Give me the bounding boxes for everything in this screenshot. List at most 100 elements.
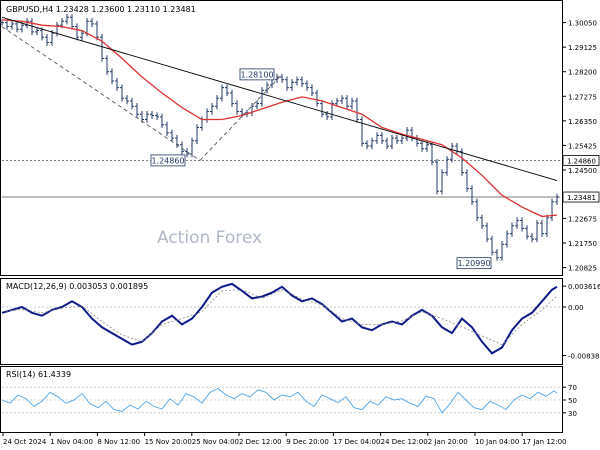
price-bar: [525, 225, 529, 240]
price-bar: [275, 73, 279, 83]
price-bar: [225, 84, 229, 97]
price-bar: [515, 217, 519, 229]
x-tick-label: 9 Dec 20:00: [286, 438, 329, 446]
price-bar: [465, 169, 469, 192]
price-bar: [25, 18, 29, 29]
price-bar: [150, 111, 154, 119]
price-bar: [480, 214, 484, 229]
price-bar: [230, 89, 234, 107]
price-bar: [425, 141, 429, 152]
price-bar: [285, 76, 289, 91]
price-bar: [380, 132, 384, 144]
macd-series-0: [1, 282, 558, 355]
price-bar: [45, 34, 49, 46]
price-bar: [545, 214, 549, 237]
price-bar: [360, 116, 364, 147]
price-bar: [95, 20, 99, 41]
x-tick-label: 24 Dec 12:00: [381, 438, 428, 446]
price-bar: [305, 80, 309, 91]
price-bar: [445, 156, 449, 176]
price-series-dashed-trendline-4: [199, 74, 283, 161]
price-bar: [375, 132, 379, 144]
price-bar: [385, 137, 389, 150]
price-bar: [485, 222, 489, 243]
x-tick-label: 2 Jan 20:00: [428, 438, 468, 446]
price-bar: [400, 134, 404, 144]
x-tick-label: 1 Nov 04:00: [50, 438, 93, 446]
price-annotation-box: [150, 154, 186, 167]
x-tick-label: 17 Dec 04:00: [333, 438, 380, 446]
macd-panel-frame: [0, 278, 563, 365]
macd-panel-title: MACD(12,26,9) 0.003053 0.001895: [6, 282, 148, 291]
price-bar: [195, 124, 199, 144]
price-bar: [210, 103, 214, 115]
price-annotation-label: 1.24860: [151, 156, 184, 165]
price-bar: [295, 76, 299, 86]
price-bar: [530, 233, 534, 243]
price-bar: [235, 100, 239, 115]
price-bar: [290, 79, 294, 91]
watermark: Action Forex: [157, 228, 262, 248]
price-annotation-box: [239, 68, 275, 81]
price-bar: [420, 140, 424, 152]
price-bar: [120, 84, 124, 102]
price-y-tick-label: 1.27275: [568, 93, 597, 101]
price-series-dashed-trendline-3: [1, 26, 201, 161]
price-bar: [10, 20, 14, 30]
price-bar: [50, 30, 54, 46]
macd-series-1: [1, 289, 558, 346]
price-bar: [20, 22, 24, 33]
price-bar: [390, 134, 394, 150]
price-bar: [320, 100, 324, 118]
price-bar: [440, 169, 444, 195]
price-panel-frame: [0, 0, 563, 276]
price-annotation: 1.20990: [456, 257, 492, 270]
price-bar: [75, 23, 79, 41]
price-bar: [160, 113, 164, 129]
price-bar: [170, 129, 174, 142]
rsi-y-tick-label: 70: [568, 384, 577, 392]
rsi-panel-title: RSI(14) 61.4339: [6, 370, 71, 379]
price-bar: [470, 185, 474, 206]
price-bar: [415, 134, 419, 147]
price-y-tick-label: 1.28200: [568, 69, 597, 77]
price-bar: [435, 158, 439, 195]
price-bar: [90, 18, 94, 28]
price-bar: [100, 34, 104, 62]
price-bar: [430, 141, 434, 166]
price-bar: [5, 19, 9, 30]
price-line-label-box: [562, 155, 600, 166]
price-y-tick-label: 1.29125: [568, 44, 597, 52]
x-tick-label: 15 Nov 20:00: [145, 438, 192, 446]
rsi-plot: [1, 386, 560, 414]
price-annotation: 1.24860: [150, 154, 186, 167]
x-tick-label: 25 Nov 04:00: [192, 438, 239, 446]
price-bar: [205, 108, 209, 123]
price-bar: [220, 84, 224, 102]
price-bar: [110, 68, 114, 85]
rsi-y-tick-label: 30: [568, 410, 577, 418]
price-bar: [300, 76, 304, 87]
price-bar: [370, 137, 374, 150]
macd-plot: [1, 282, 560, 355]
price-annotation-label: 1.28100: [240, 70, 273, 79]
x-tick-label: 24 Oct 2024: [3, 438, 47, 446]
price-bar: [555, 193, 559, 206]
price-bar: [500, 241, 504, 261]
price-y-tick-label: 1.26350: [568, 118, 597, 126]
price-bar: [365, 140, 369, 150]
price-annotation-label: 1.20990: [457, 259, 490, 268]
price-bar: [185, 148, 189, 158]
price-bar: [70, 14, 74, 30]
macd-y-tick-label: 0.00: [568, 304, 584, 312]
price-bar: [395, 134, 399, 144]
price-bar: [65, 14, 69, 25]
price-bar: [280, 73, 284, 83]
price-y-tick-label: 1.24500: [568, 167, 597, 175]
price-bar: [80, 30, 84, 41]
price-y-tick-label: 1.25425: [568, 142, 597, 150]
macd-y-tick-label: 0.003616: [568, 283, 600, 291]
price-bar: [35, 27, 39, 36]
price-bar: [550, 198, 554, 221]
price-bar: [505, 230, 509, 248]
